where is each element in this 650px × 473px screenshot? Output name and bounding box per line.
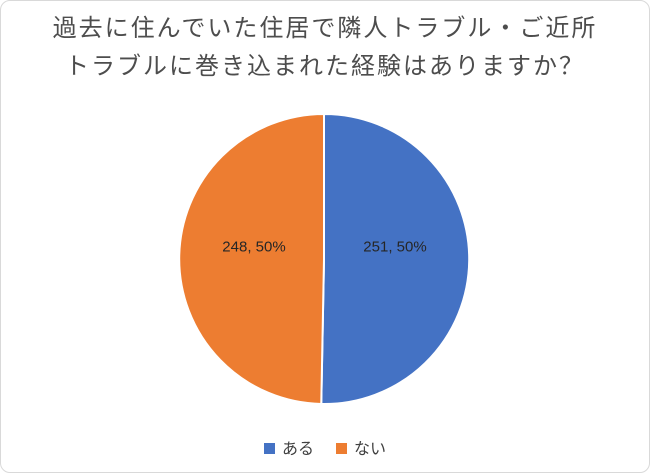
legend-label-aru: ある	[281, 441, 314, 458]
legend-swatch-aru-icon	[263, 443, 275, 454]
legend-label-nai: ない	[354, 441, 387, 458]
data-label-nai: 248, 50%	[222, 238, 286, 256]
chart-title: 過去に住んでいた住居で隣人トラブル・ご近所 トラブルに巻き込まれた経験はあります…	[1, 10, 649, 86]
chart-title-line-1: 過去に住んでいた住居で隣人トラブル・ご近所	[52, 15, 598, 42]
legend-item-aru[interactable]: ある	[263, 435, 314, 459]
chart-title-line-2: トラブルに巻き込まれた経験はありますか？	[65, 53, 585, 80]
data-label-aru: 251, 50%	[363, 238, 427, 256]
pie-chart	[178, 113, 471, 405]
pie-slice-ない[interactable]	[178, 113, 325, 405]
pie-slice-ある[interactable]	[320, 113, 471, 405]
legend: ある ない	[1, 435, 649, 459]
legend-swatch-nai-icon	[336, 443, 347, 454]
legend-item-nai[interactable]: ない	[336, 435, 386, 459]
